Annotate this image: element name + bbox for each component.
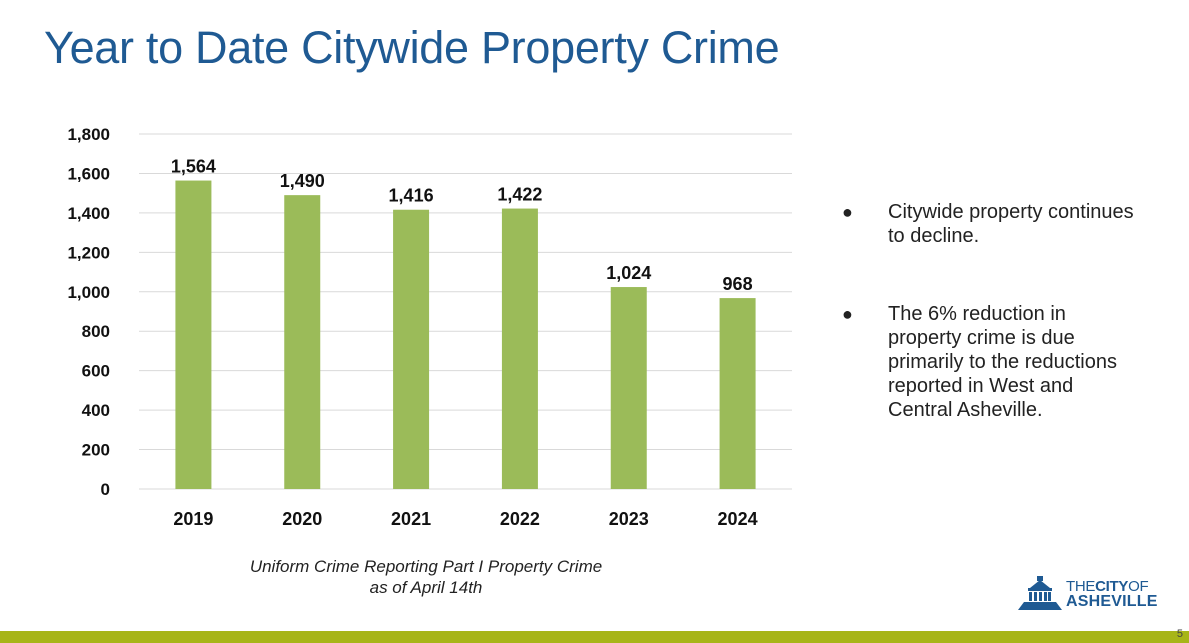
x-tick-label: 2019 xyxy=(173,509,213,529)
y-tick-label: 1,200 xyxy=(67,243,110,262)
bar xyxy=(501,208,538,490)
data-label: 1,416 xyxy=(389,186,434,206)
y-tick-label: 200 xyxy=(82,441,110,460)
slide-title: Year to Date Citywide Property Crime xyxy=(44,22,780,73)
x-tick-label: 2021 xyxy=(391,509,431,529)
bullet-text: The 6% reduction in property crime is du… xyxy=(888,303,1117,421)
bullet-item: ● The 6% reduction in property crime is … xyxy=(838,302,1138,422)
y-tick-label: 1,800 xyxy=(67,125,110,144)
footer-bar xyxy=(0,631,1189,643)
y-tick-label: 0 xyxy=(101,480,110,499)
y-tick-label: 800 xyxy=(82,322,110,341)
bullet-list: ● Citywide property continues to decline… xyxy=(838,200,1138,422)
city-logo: THECITYOF ASHEVILLE xyxy=(1018,574,1158,614)
logo-line-2: ASHEVILLE xyxy=(1066,593,1158,610)
data-labels: 1,564 1,490 1,416 1,422 1,024 968 xyxy=(171,157,753,295)
x-tick-label: 2023 xyxy=(609,509,649,529)
x-axis-ticks: 2019 2020 2021 2022 2023 2024 xyxy=(173,509,757,529)
bullet-dot: ● xyxy=(842,304,853,324)
x-tick-label: 2022 xyxy=(500,509,540,529)
x-tick-label: 2024 xyxy=(718,509,758,529)
data-label: 968 xyxy=(723,274,753,294)
bar-chart: 1,564 1,490 1,416 1,422 1,024 968 0 200 400 600 8… xyxy=(67,125,792,529)
caption-line-2: as of April 14th xyxy=(369,578,483,597)
data-label: 1,422 xyxy=(497,185,542,205)
data-label: 1,024 xyxy=(606,263,651,283)
y-tick-label: 1,000 xyxy=(67,283,110,302)
bar xyxy=(175,180,212,490)
y-tick-label: 1,600 xyxy=(67,164,110,183)
data-label: 1,564 xyxy=(171,157,216,177)
page-number: 5 xyxy=(1176,628,1183,640)
gridlines xyxy=(139,133,792,490)
bar xyxy=(610,287,647,489)
bullet-dot: ● xyxy=(842,202,853,222)
x-tick-label: 2020 xyxy=(282,509,322,529)
bullet-item: ● Citywide property continues to decline… xyxy=(838,200,1138,248)
city-hall-icon xyxy=(1018,576,1062,610)
data-label: 1,490 xyxy=(280,171,325,191)
bars xyxy=(175,180,756,490)
chart-caption: Uniform Crime Reporting Part I Property … xyxy=(200,556,652,598)
y-tick-label: 400 xyxy=(82,401,110,420)
caption-line-1: Uniform Crime Reporting Part I Property … xyxy=(249,557,603,576)
y-tick-label: 1,400 xyxy=(67,204,110,223)
logo-line-1: THECITYOF xyxy=(1066,578,1149,595)
y-tick-label: 600 xyxy=(82,362,110,381)
bar xyxy=(719,298,756,489)
bar xyxy=(284,195,321,489)
y-axis-ticks: 0 200 400 600 800 1,000 1,200 1,400 1,600 1,800 xyxy=(67,125,110,499)
bullet-text: Citywide property continues to decline. xyxy=(888,201,1134,247)
bar xyxy=(393,209,430,489)
